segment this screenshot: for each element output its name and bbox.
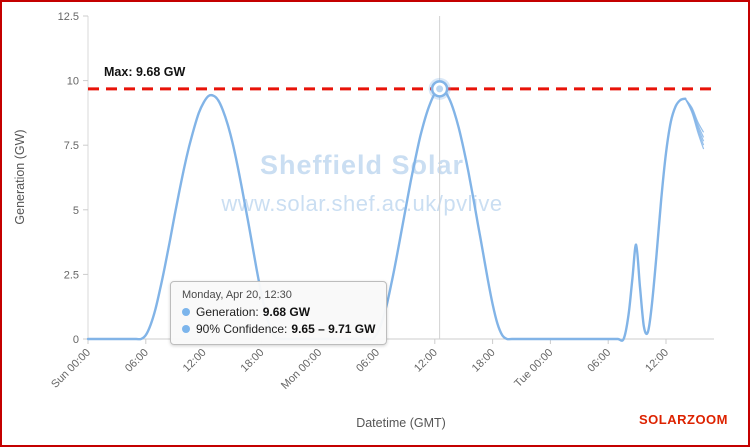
y-tick-label: 5 <box>73 205 79 217</box>
tooltip-generation-label: Generation: <box>196 305 259 319</box>
generation-line <box>86 87 687 342</box>
x-tick-label: 06:00 <box>123 347 151 375</box>
x-tick-label: 06:00 <box>354 347 382 375</box>
tooltip-generation-value: 9.68 GW <box>262 305 311 319</box>
y-axis-title: Generation (GW) <box>13 129 27 225</box>
x-axis-title: Datetime (GMT) <box>356 416 446 430</box>
series-bullet-icon <box>182 325 190 333</box>
x-tick-label: Sun 00:00 <box>49 347 93 391</box>
chart-tooltip: Monday, Apr 20, 12:30 Generation: 9.68 G… <box>170 281 388 345</box>
y-tick-label: 0 <box>73 334 79 346</box>
series-bullet-icon <box>182 308 190 316</box>
x-tick-label: 12:00 <box>181 347 209 375</box>
tooltip-confidence-label: 90% Confidence: <box>196 322 288 336</box>
x-tick-label: 06:00 <box>585 347 613 375</box>
tooltip-confidence-value: 9.65 – 9.71 GW <box>291 322 376 336</box>
x-tick-label: 12:00 <box>412 347 440 375</box>
y-tick-label: 2.5 <box>64 269 79 281</box>
y-tick-label: 10 <box>67 76 79 88</box>
x-tick-label: Mon 00:00 <box>279 347 324 392</box>
x-tick-label: 18:00 <box>239 347 267 375</box>
x-tick-label: 18:00 <box>470 347 498 375</box>
x-tick-label: 12:00 <box>643 347 671 375</box>
confidence-fan-line <box>684 98 705 150</box>
y-tick-label: 7.5 <box>64 140 79 152</box>
x-tick-label: Tue 00:00 <box>512 347 555 390</box>
max-line-label: Max: 9.68 GW <box>104 65 186 79</box>
tooltip-row-generation: Generation: 9.68 GW <box>182 305 375 319</box>
y-tick-label: 12.5 <box>58 11 79 23</box>
brand-label: SOLARZOOM <box>639 412 728 427</box>
tooltip-row-confidence: 90% Confidence: 9.65 – 9.71 GW <box>182 322 375 336</box>
selected-point-core <box>436 85 444 93</box>
tooltip-title: Monday, Apr 20, 12:30 <box>182 289 292 301</box>
